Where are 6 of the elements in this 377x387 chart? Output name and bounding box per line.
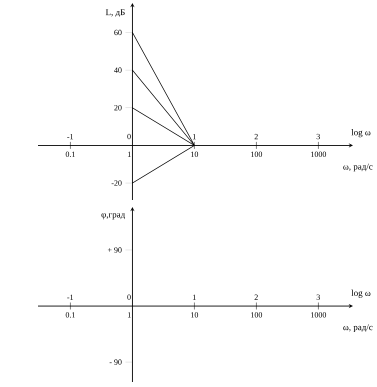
y-axis-title: φ,град bbox=[101, 213, 126, 220]
x2-axis-title: log ω bbox=[351, 129, 370, 138]
x-axis-title: ω, рад/с bbox=[343, 164, 373, 172]
x-axis-title: ω, рад/с bbox=[343, 324, 373, 332]
y-axis-title: L, дБ bbox=[106, 9, 125, 17]
x2-axis-title: log ω bbox=[351, 290, 370, 298]
